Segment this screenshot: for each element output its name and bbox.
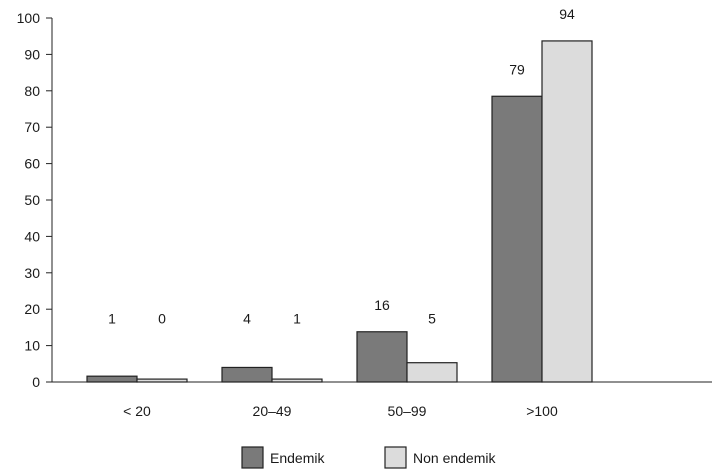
y-tick-label: 30 <box>24 265 40 281</box>
data-label: 4 <box>243 311 251 327</box>
y-tick-label: 90 <box>24 46 40 62</box>
bar-non-endemik <box>406 362 458 383</box>
x-tick-label: >100 <box>526 403 558 419</box>
x-axis: < 20 20–49 50–99 >100 <box>123 403 558 419</box>
legend-swatch <box>384 446 407 469</box>
data-label: 94 <box>559 6 575 22</box>
y-tick-label: 100 <box>17 10 41 26</box>
legend-label: Non endemik <box>413 450 496 466</box>
data-label: 0 <box>158 311 166 327</box>
bar-endemik <box>356 331 408 383</box>
y-tick-label: 20 <box>24 301 40 317</box>
legend-label: Endemik <box>270 450 325 466</box>
bar-endemik <box>221 366 273 383</box>
bar-endemik <box>86 375 138 383</box>
y-tick-label: 50 <box>24 192 40 208</box>
plot-area <box>86 40 593 383</box>
y-tick-label: 0 <box>32 374 40 390</box>
bar-non-endemik <box>541 40 593 383</box>
data-label: 1 <box>108 311 116 327</box>
legend-swatch <box>241 446 264 469</box>
y-tick-label: 40 <box>24 228 40 244</box>
y-tick-label: 80 <box>24 83 40 99</box>
data-label: 16 <box>374 297 390 313</box>
x-tick-label: 20–49 <box>253 403 292 419</box>
data-label: 79 <box>509 61 525 77</box>
y-tick-label: 10 <box>24 338 40 354</box>
data-labels: 1 0 4 1 16 5 79 94 <box>108 6 575 327</box>
y-tick-label: 60 <box>24 156 40 172</box>
data-label: 1 <box>293 311 301 327</box>
bar-endemik <box>491 95 543 383</box>
x-tick-label: 50–99 <box>388 403 427 419</box>
x-tick-label: < 20 <box>123 403 151 419</box>
data-label: 5 <box>428 311 436 327</box>
y-tick-label: 70 <box>24 119 40 135</box>
legend: Endemik Non endemik <box>241 446 496 469</box>
y-axis: 0 10 20 30 40 50 60 70 80 90 100 <box>17 10 52 390</box>
